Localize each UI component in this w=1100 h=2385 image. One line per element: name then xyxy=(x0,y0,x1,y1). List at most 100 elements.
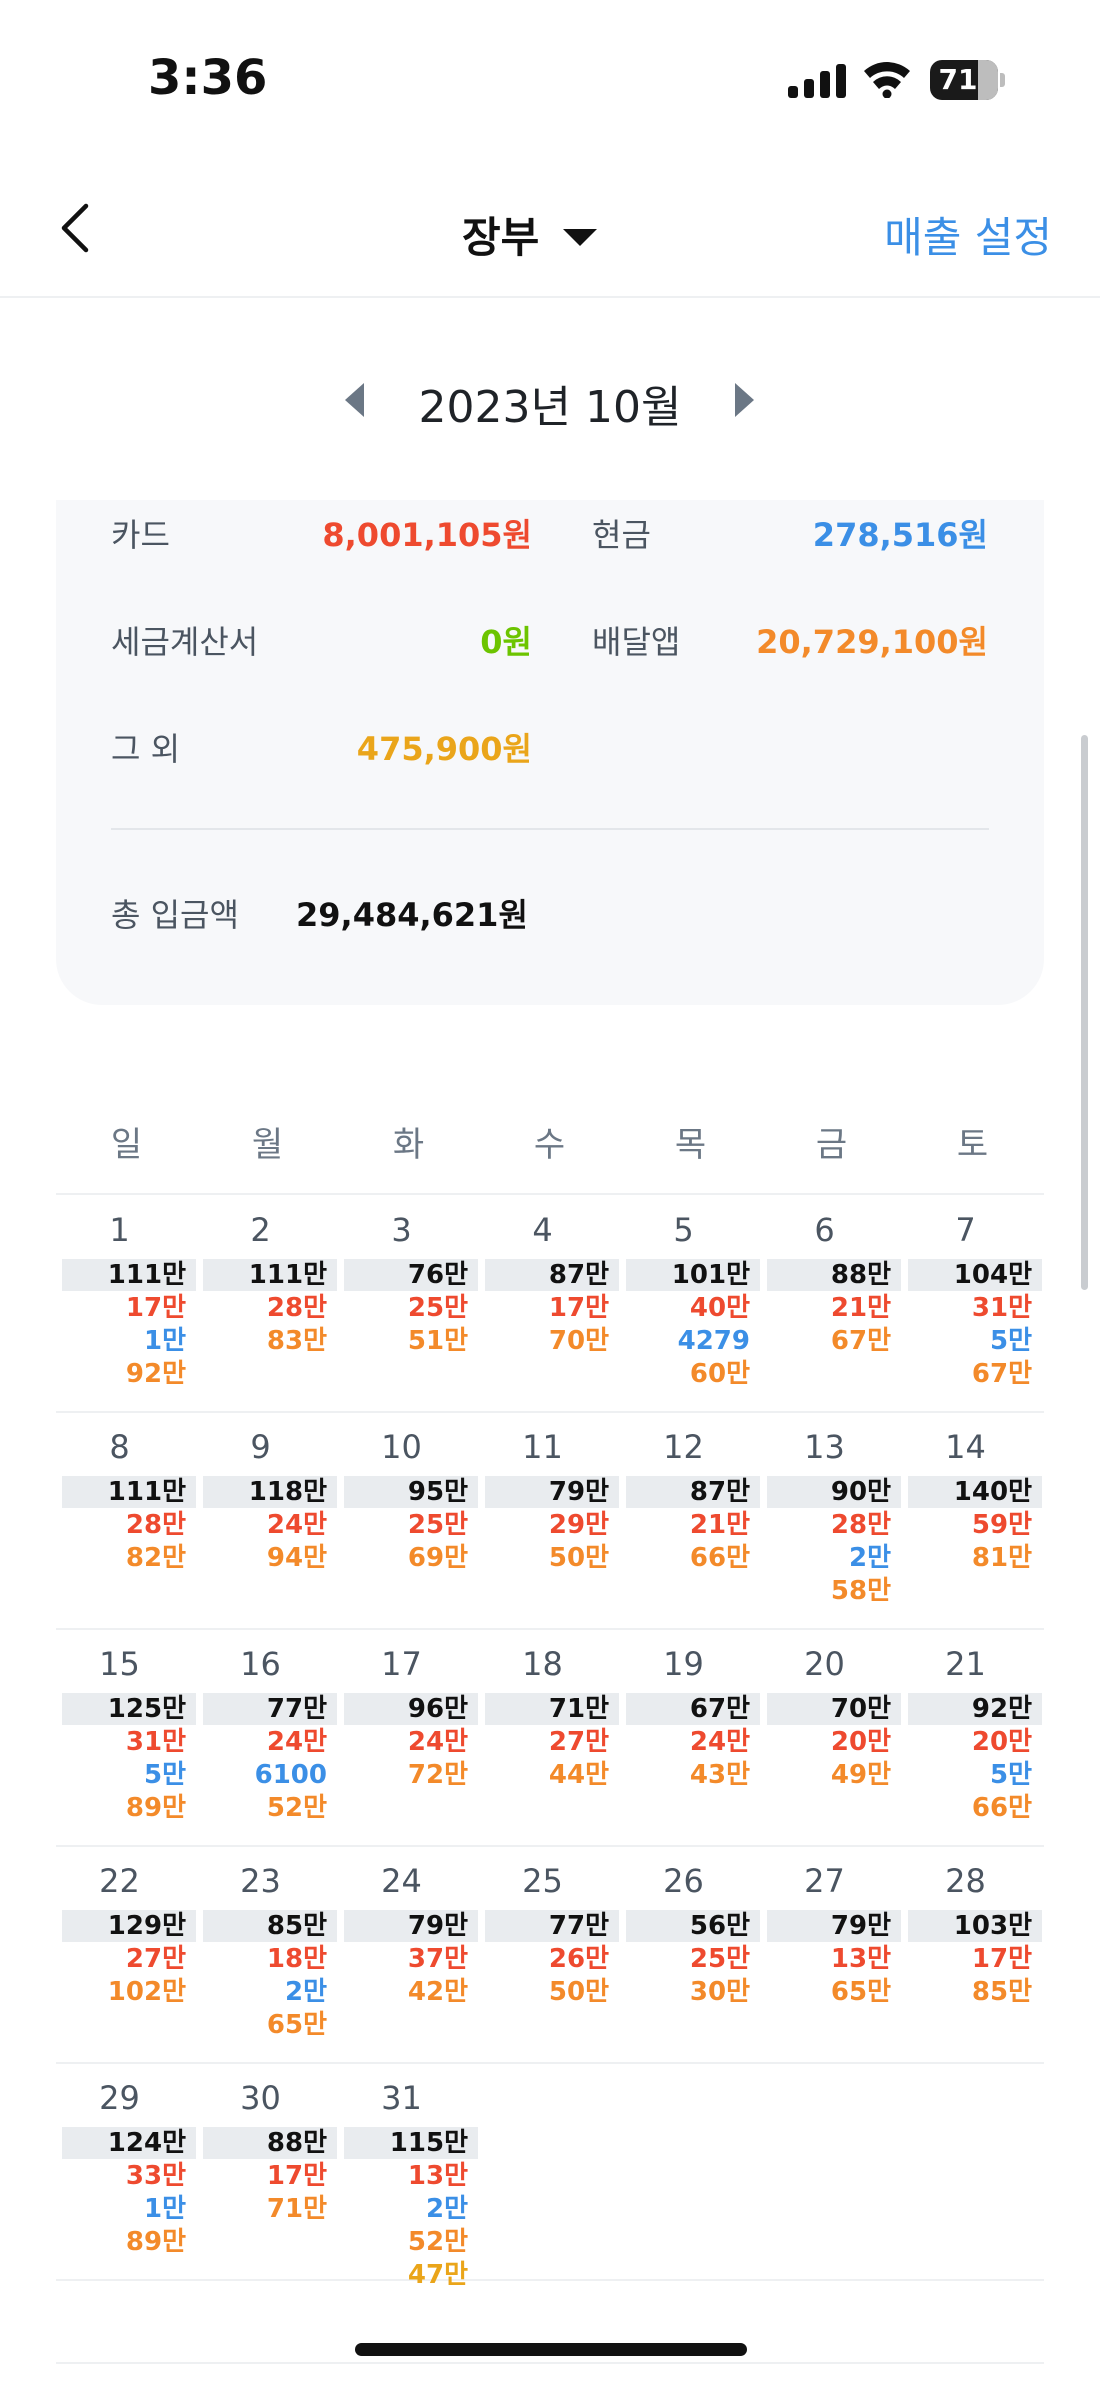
day-cell[interactable]: 4 87만 17만 70만 xyxy=(479,1197,620,1411)
day-amount-orange: 89만 xyxy=(125,2227,186,2257)
day-cell[interactable]: 3 76만 25만 51만 xyxy=(338,1197,479,1411)
day-amount-red: 25만 xyxy=(407,1510,468,1540)
status-time: 3:36 xyxy=(148,50,268,106)
day-amount-orange: 65만 xyxy=(830,1977,891,2007)
day-amount-blue: 5만 xyxy=(989,1760,1032,1790)
bottom-divider xyxy=(56,2362,1044,2364)
day-cell[interactable]: 11 79만 29만 50만 xyxy=(479,1414,620,1628)
day-number: 16 xyxy=(240,1645,281,1683)
day-amount-orange: 83만 xyxy=(266,1326,327,1356)
day-number: 6 xyxy=(814,1211,835,1249)
day-amount-red: 37만 xyxy=(407,1944,468,1974)
weekday-label: 수 xyxy=(533,1125,566,1165)
day-cell[interactable]: 18 71만 27만 44만 xyxy=(479,1631,620,1845)
day-amount-red: 40만 xyxy=(689,1293,750,1323)
day-cell[interactable]: 29 124만 33만 1만 89만 xyxy=(56,2065,197,2279)
day-cell[interactable]: 7 104만 31만 5만 67만 xyxy=(902,1197,1043,1411)
day-cell[interactable]: 6 88만 21만 67만 xyxy=(761,1197,902,1411)
day-cell[interactable]: 5 101만 40만 4279 60만 xyxy=(620,1197,761,1411)
day-number: 2 xyxy=(250,1211,271,1249)
day-amount-orange: 67만 xyxy=(971,1359,1032,1389)
day-cell[interactable]: 24 79만 37만 42만 xyxy=(338,1848,479,2062)
day-total: 118만 xyxy=(203,1476,337,1508)
day-number: 27 xyxy=(804,1862,845,1900)
day-amount-orange: 66만 xyxy=(689,1543,750,1573)
day-cell[interactable]: 14 140만 59만 81만 xyxy=(902,1414,1043,1628)
summary-divider xyxy=(111,828,989,830)
day-cell[interactable]: 16 77만 24만 6100 52만 xyxy=(197,1631,338,1845)
day-total: 90만 xyxy=(767,1476,901,1508)
day-amount-orange: 66만 xyxy=(971,1793,1032,1823)
day-amount-red: 26만 xyxy=(548,1944,609,1974)
day-amount-blue: 5만 xyxy=(989,1326,1032,1356)
day-cell[interactable]: 9 118만 24만 94만 xyxy=(197,1414,338,1628)
day-amount-orange: 58만 xyxy=(830,1576,891,1606)
ledger-dropdown[interactable]: 장부 xyxy=(462,204,598,265)
prev-month-icon[interactable] xyxy=(345,383,364,417)
week-row: 29 124만 33만 1만 89만 30 88만 17만 71만 31 115만 13만 2만 52만 4… xyxy=(56,2065,1044,2290)
day-number: 12 xyxy=(663,1428,704,1466)
day-number: 22 xyxy=(99,1862,140,1900)
day-number: 11 xyxy=(522,1428,563,1466)
day-cell[interactable]: 26 56만 25만 30만 xyxy=(620,1848,761,2062)
day-amount-orange: 30만 xyxy=(689,1977,750,2007)
back-chevron-icon[interactable] xyxy=(52,200,104,256)
day-total: 71만 xyxy=(485,1693,619,1725)
day-amount-red: 20만 xyxy=(971,1727,1032,1757)
day-amount-red: 28만 xyxy=(125,1510,186,1540)
day-cell[interactable]: 2 111만 28만 83만 xyxy=(197,1197,338,1411)
day-amount-red: 18만 xyxy=(266,1944,327,1974)
day-total: 129만 xyxy=(62,1910,196,1942)
day-amount-yellow: 47만 xyxy=(407,2260,468,2290)
day-cell[interactable]: 23 85만 18만 2만 65만 xyxy=(197,1848,338,2062)
day-number: 24 xyxy=(381,1862,422,1900)
day-cell[interactable]: 19 67만 24만 43만 xyxy=(620,1631,761,1845)
day-cell[interactable]: 28 103만 17만 85만 xyxy=(902,1848,1043,2062)
day-amount-red: 28만 xyxy=(266,1293,327,1323)
day-cell[interactable]: 12 87만 21만 66만 xyxy=(620,1414,761,1628)
cellular-signal-icon xyxy=(788,62,846,98)
day-cell[interactable]: 20 70만 20만 49만 xyxy=(761,1631,902,1845)
day-amount-orange: 43만 xyxy=(689,1760,750,1790)
day-total: 87만 xyxy=(485,1259,619,1291)
day-cell[interactable]: 31 115만 13만 2만 52만 47만 xyxy=(338,2065,479,2290)
day-cell[interactable]: 8 111만 28만 82만 xyxy=(56,1414,197,1628)
day-total: 101만 xyxy=(626,1259,760,1291)
next-month-icon[interactable] xyxy=(735,383,754,417)
day-amount-orange: 70만 xyxy=(548,1326,609,1356)
day-amount-orange: 50만 xyxy=(548,1543,609,1573)
day-amount-red: 29만 xyxy=(548,1510,609,1540)
sales-settings-button[interactable]: 매출 설정 xyxy=(884,213,1052,262)
day-cell[interactable]: 25 77만 26만 50만 xyxy=(479,1848,620,2062)
day-amount-orange: 67만 xyxy=(830,1326,891,1356)
day-cell[interactable]: 10 95만 25만 69만 xyxy=(338,1414,479,1628)
day-cell[interactable]: 21 92만 20만 5만 66만 xyxy=(902,1631,1043,1845)
scrollbar[interactable] xyxy=(1081,735,1088,1290)
day-total: 88만 xyxy=(767,1259,901,1291)
day-number: 19 xyxy=(663,1645,704,1683)
day-amount-orange: 71만 xyxy=(266,2194,327,2224)
day-cell[interactable]: 17 96만 24만 72만 xyxy=(338,1631,479,1845)
day-amount-orange: 44만 xyxy=(548,1760,609,1790)
day-number: 25 xyxy=(522,1862,563,1900)
day-cell[interactable]: 27 79만 13만 65만 xyxy=(761,1848,902,2062)
weekday-label: 화 xyxy=(392,1125,425,1165)
day-cell[interactable]: 30 88만 17만 71만 xyxy=(197,2065,338,2279)
day-number: 17 xyxy=(381,1645,422,1683)
day-amount-blue: 1만 xyxy=(143,2194,186,2224)
day-cell[interactable]: 1 111만 17만 1만 92만 xyxy=(56,1197,197,1411)
day-cell[interactable]: 22 129만 27만 102만 xyxy=(56,1848,197,2062)
week-row: 8 111만 28만 82만 9 118만 24만 94만 10 95만 25만 69만 11 79만 29… xyxy=(56,1414,1044,1630)
day-amount-blue: 2만 xyxy=(284,1977,327,2007)
day-amount-red: 17만 xyxy=(971,1944,1032,1974)
day-amount-red: 33만 xyxy=(125,2161,186,2191)
day-amount-red: 27만 xyxy=(125,1944,186,1974)
day-cell[interactable]: 15 125만 31만 5만 89만 xyxy=(56,1631,197,1845)
tax-invoice-value: 0원 xyxy=(480,623,532,661)
page-title: 장부 xyxy=(462,213,540,262)
weekday-label: 일 xyxy=(110,1125,143,1165)
total-label: 총 입금액 xyxy=(111,896,239,934)
day-cell[interactable]: 13 90만 28만 2만 58만 xyxy=(761,1414,902,1628)
day-amount-orange: 51만 xyxy=(407,1326,468,1356)
day-amount-orange: 81만 xyxy=(971,1543,1032,1573)
